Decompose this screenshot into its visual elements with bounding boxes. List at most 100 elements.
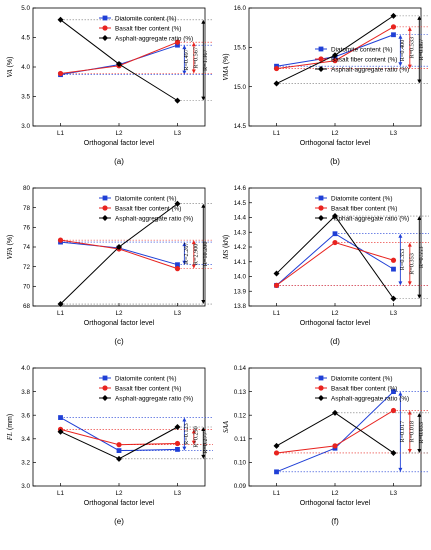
- data-point: [332, 443, 338, 449]
- data-point: [175, 42, 180, 48]
- data-point: [116, 448, 122, 453]
- y-tick-label: 15.5: [234, 45, 247, 52]
- range-arrow-head-bottom: [417, 448, 422, 453]
- legend-label: Asphalt-aggregate ratio (%): [115, 35, 193, 42]
- y-tick-label: 16.0: [234, 5, 247, 12]
- data-point: [391, 32, 396, 38]
- data-point: [116, 61, 122, 68]
- legend: Diatomite content (%) Basalt fiber conten…: [315, 375, 409, 402]
- legend-label: Asphalt-aggregate ratio (%): [115, 395, 193, 402]
- range-arrow-head-top: [407, 26, 412, 31]
- y-tick-label: 14.5: [234, 123, 247, 130]
- legend-label: Diatomite content (%): [331, 195, 392, 202]
- legend-marker: [102, 215, 108, 221]
- data-point: [175, 262, 180, 268]
- range-arrow-head-top: [182, 242, 187, 247]
- data-point: [332, 52, 338, 59]
- legend-marker: [102, 385, 108, 391]
- y-axis-label-unit: (%): [7, 235, 14, 248]
- range-arrow-head-top: [182, 45, 187, 50]
- range-arrow-head-top: [191, 429, 196, 434]
- range-label: R=0.123: [183, 423, 190, 445]
- legend: Diatomite content (%) Basalt fiber conten…: [315, 46, 409, 73]
- range-arrow-head-top: [201, 203, 206, 208]
- range-arrow-head-bottom: [417, 294, 422, 299]
- legend-label: Basalt fiber content (%): [331, 56, 397, 63]
- y-tick-label: 70: [23, 284, 31, 291]
- panel-label: (b): [330, 157, 340, 166]
- range-label: R=10.200: [202, 242, 209, 267]
- x-tick-label: L3: [174, 130, 182, 137]
- chart-panel: 3.0 3.5 4.0 4.5 5.0 L1 L2 L3 Orthogonal factor l…: [6, 5, 213, 166]
- data-point: [390, 24, 397, 30]
- x-tick-label: L3: [174, 310, 182, 317]
- y-tick-label: 0.14: [234, 365, 247, 372]
- y-tick-label: 13.9: [234, 288, 247, 295]
- y-tick-label: 0.13: [234, 389, 247, 396]
- range-arrow-head-bottom: [191, 264, 196, 269]
- data-point: [391, 389, 396, 394]
- legend-marker: [102, 15, 108, 21]
- data-point: [273, 442, 280, 449]
- y-axis-label-name: MS: [222, 249, 230, 260]
- legend-marker: [102, 195, 108, 201]
- series-line: [276, 391, 394, 473]
- y-tick-label: 76: [23, 225, 31, 232]
- y-tick-label: 14.3: [234, 229, 247, 236]
- x-tick-label: L2: [331, 490, 339, 497]
- range-label: R=0.277: [202, 432, 209, 454]
- range-arrow-head-top: [417, 216, 422, 221]
- legend-marker: [318, 395, 324, 401]
- data-point: [174, 424, 181, 430]
- x-axis-label: Orthogonal factor level: [84, 320, 155, 327]
- range-label: R=0.497: [183, 49, 190, 71]
- data-point: [274, 469, 279, 475]
- data-point: [390, 12, 397, 19]
- range-arrow-head-top: [191, 42, 196, 47]
- y-axis-label: SAA: [222, 420, 230, 433]
- range-arrow-head-bottom: [398, 281, 403, 286]
- y-axis-label-name: SAA: [222, 420, 230, 433]
- data-point: [390, 449, 397, 456]
- range-label: R=0.017: [399, 421, 406, 443]
- panel-label: (f): [331, 517, 339, 526]
- y-tick-label: 4.0: [21, 64, 30, 71]
- x-tick-label: L1: [57, 130, 65, 137]
- range-arrow-head-bottom: [407, 281, 412, 286]
- legend-marker: [318, 385, 324, 391]
- y-tick-label: 78: [23, 205, 31, 212]
- range-label: R=0.353: [408, 253, 415, 275]
- data-point: [57, 70, 64, 77]
- y-tick-label: 3.5: [21, 94, 30, 101]
- x-tick-label: L1: [57, 490, 65, 497]
- panel-label: (d): [330, 337, 340, 346]
- y-axis-label-unit: (%): [223, 53, 230, 66]
- y-tick-label: 14.5: [234, 200, 247, 207]
- x-tick-label: L2: [115, 310, 123, 317]
- range-label: R=0.567: [192, 47, 199, 69]
- legend-label: Basalt fiber content (%): [115, 385, 181, 392]
- range-arrow-head-top: [182, 417, 187, 422]
- legend-label: Basalt fiber content (%): [331, 205, 397, 212]
- y-axis-label-name: VMA: [222, 66, 230, 81]
- range-label: R=0.033: [418, 422, 425, 444]
- x-tick-label: L2: [115, 490, 123, 497]
- range-arrow-head-top: [201, 427, 206, 431]
- x-axis-label: Orthogonal factor level: [84, 500, 155, 507]
- legend-label: Asphalt-aggregate ratio (%): [331, 215, 409, 222]
- y-axis-label: FL (mm): [6, 414, 14, 441]
- y-axis-label-name: VFA: [6, 247, 14, 260]
- y-tick-label: 4.5: [21, 35, 30, 42]
- chart-panel: 14.5 15.0 15.5 16.0 L1 L2 L3 Orthogonal factor …: [222, 5, 429, 166]
- data-point: [116, 455, 122, 462]
- range-label: R=0.290: [192, 426, 199, 448]
- x-axis-label: Orthogonal factor level: [300, 500, 371, 507]
- y-axis-label-unit: (%): [7, 57, 14, 70]
- legend-marker: [318, 375, 324, 381]
- x-tick-label: L2: [115, 130, 123, 137]
- y-axis-label-name: VA: [6, 69, 14, 78]
- y-tick-label: 72: [23, 264, 31, 271]
- y-tick-label: 3.2: [21, 460, 30, 467]
- data-point: [273, 270, 280, 277]
- legend-marker: [318, 66, 324, 72]
